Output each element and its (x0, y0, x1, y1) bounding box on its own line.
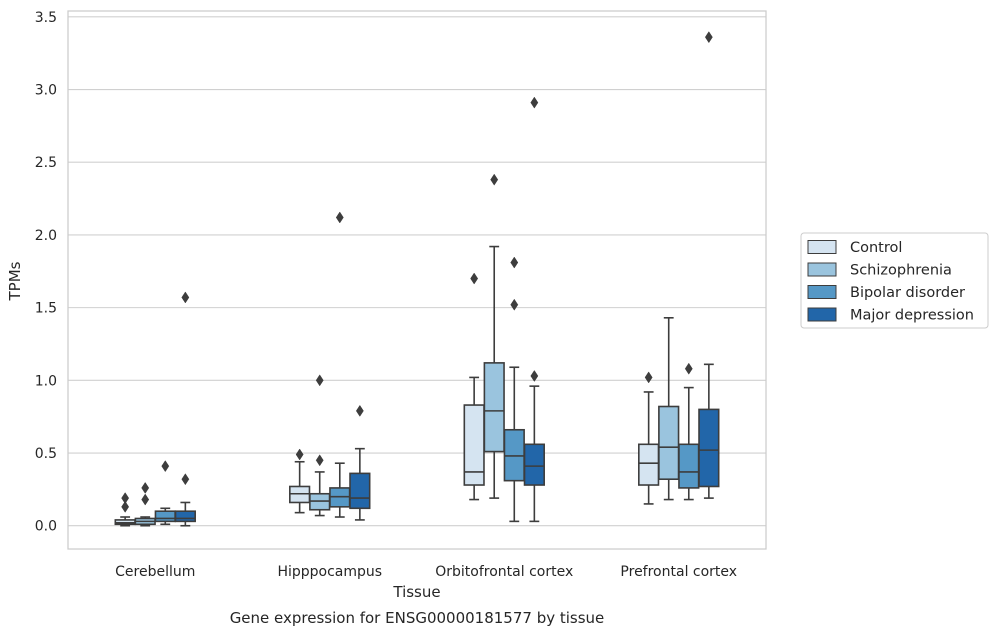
box-control (638, 371, 660, 505)
box-control (114, 492, 136, 527)
box-iqr (638, 443, 660, 486)
box-iqr (483, 362, 505, 453)
legend-swatch (807, 240, 837, 254)
box-bipolar-disorder (678, 362, 700, 501)
x-tick-labels: Cerebellum Hipppocampus Orbitofrontal cort… (115, 564, 737, 580)
box-schizophrenia (134, 481, 156, 527)
y-axis-label: TPMs (6, 261, 24, 301)
y-tick-label: 2.0 (35, 228, 57, 244)
x-tick-label: Prefrontal cortex (620, 564, 737, 580)
outlier-point (141, 481, 150, 494)
outlier-point (315, 374, 324, 387)
box-bipolar-disorder (503, 256, 525, 523)
box-bipolar-disorder (154, 460, 176, 526)
legend-label: Schizophrenia (850, 263, 952, 279)
outlier-point (335, 211, 344, 224)
outlier-point (355, 404, 364, 417)
legend-swatch (807, 285, 837, 299)
y-tick-label: 3.5 (35, 10, 57, 26)
y-tick-label: 1.5 (35, 301, 57, 317)
box-major-depression (174, 291, 196, 527)
legend: Control Schizophrenia Bipolar disorder Majo… (800, 232, 989, 329)
x-tick-label: Orbitofrontal cortex (435, 564, 573, 580)
box-major-depression (698, 31, 720, 499)
outlier-point (704, 31, 713, 44)
box-control (289, 448, 311, 514)
y-tick-label: 0.0 (35, 519, 57, 535)
legend-frame (800, 232, 989, 329)
outlier-point (315, 454, 324, 467)
y-tick-label: 2.5 (35, 155, 57, 171)
outlier-point (181, 473, 190, 486)
y-tick-label: 3.0 (35, 83, 57, 99)
box-iqr (463, 404, 485, 486)
box-schizophrenia (309, 374, 331, 517)
box-iqr (658, 405, 680, 481)
outlier-point (141, 493, 150, 506)
box-schizophrenia (483, 173, 505, 499)
outlier-point (510, 256, 519, 269)
legend-label: Major depression (850, 308, 974, 324)
chart-caption: Gene expression for ENSG00000181577 by t… (230, 609, 605, 627)
x-tick-label: Cerebellum (115, 564, 195, 580)
box-major-depression (349, 404, 371, 521)
outlier-point (121, 492, 130, 505)
y-tick-label: 0.5 (35, 446, 57, 462)
outlier-point (530, 96, 539, 109)
box-iqr (154, 510, 176, 523)
y-tick-labels: 0.0 0.5 1.0 1.5 2.0 2.5 3.0 3.5 (35, 10, 57, 535)
legend-label: Bipolar disorder (850, 285, 965, 301)
outlier-point (510, 298, 519, 311)
box-iqr (678, 443, 700, 489)
gridlines (68, 16, 766, 527)
box-iqr (698, 408, 720, 488)
box-iqr (349, 472, 371, 510)
legend-label: Control (850, 240, 902, 256)
box-iqr (523, 443, 545, 486)
box-schizophrenia (658, 317, 680, 501)
outlier-point (121, 500, 130, 513)
box-iqr (174, 510, 196, 523)
y-tick-label: 1.0 (35, 373, 57, 389)
box-major-depression (523, 96, 545, 523)
x-tick-label: Hipppocampus (277, 564, 382, 580)
legend-swatch (807, 262, 837, 277)
outlier-point (684, 362, 693, 375)
outlier-point (295, 448, 304, 461)
outlier-point (470, 272, 479, 285)
box-bipolar-disorder (329, 211, 351, 518)
boxes (114, 31, 720, 527)
x-axis-label: Tissue (392, 583, 440, 601)
outlier-point (644, 371, 653, 384)
outlier-point (490, 173, 499, 186)
outlier-point (181, 291, 190, 304)
outlier-point (161, 460, 170, 473)
outlier-point (530, 370, 539, 382)
plot-frame (67, 10, 767, 550)
box-control (463, 272, 485, 501)
legend-swatch (807, 307, 837, 322)
